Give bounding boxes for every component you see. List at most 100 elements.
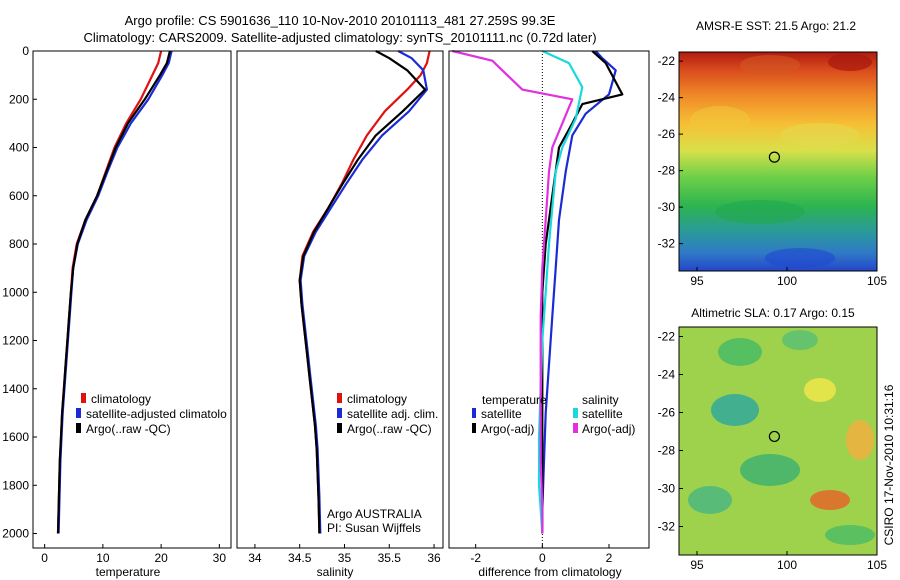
sla-blob (740, 454, 800, 486)
map-x-tick-label: 100 (777, 558, 797, 572)
series-line-salinity-satellite (537, 49, 584, 534)
map-y-tick-label: -32 (658, 237, 676, 251)
sst-blob (715, 200, 805, 224)
legend-label: Argo(..raw -QC) (86, 422, 171, 436)
legend-swatch-argo (76, 423, 81, 433)
legend-swatch-climatology (81, 393, 86, 403)
x-tick-label: 35 (338, 551, 352, 565)
y-tick-label: 600 (9, 189, 29, 203)
sst-blob (740, 55, 800, 75)
plot-frame (448, 50, 650, 549)
y-tick-label: 1800 (2, 478, 29, 492)
legend-label: satellite-adjusted climatolo (86, 407, 227, 421)
y-tick-label: 1200 (2, 334, 29, 348)
series-line-satellite-adj-clim (299, 50, 428, 534)
legend-swatch-satellite-adjusted (76, 408, 81, 418)
salinity-panel: 34 34.5 35 35.5 36 (236, 50, 444, 565)
y-tick-label: 400 (9, 141, 29, 155)
sst-blob (690, 106, 750, 134)
difference-panel: -2 0 2 (448, 49, 650, 565)
figure-title-line2: Climatology: CARS2009. Satellite-adjuste… (83, 30, 596, 45)
legend-label: satellite adj. clim. (347, 407, 438, 421)
sla-blob (810, 490, 850, 510)
legend-label: satellite (582, 407, 623, 421)
legend-label: satellite (481, 407, 522, 421)
legend-swatch-temp-argo (472, 423, 476, 433)
legend-label: climatology (347, 392, 407, 406)
difference-xlabel: difference from climatology (478, 565, 621, 579)
map-x-tick-label: 95 (690, 558, 704, 572)
y-tick-label: 0 (22, 44, 29, 58)
plot-frame (236, 50, 444, 549)
y-tick-label: 1600 (2, 430, 29, 444)
legend-swatch-sal-argo (573, 423, 578, 433)
map-y-tick-label: -30 (658, 200, 676, 214)
annotation-pi: PI: Susan Wijffels (327, 521, 421, 535)
sla-blob (804, 378, 836, 402)
map-x-tick-label: 100 (777, 274, 797, 288)
sst-map-axes: 95 100 105 -22 -24 -26 -28 -30 -32 (658, 54, 888, 288)
legend-group-salinity: salinity (582, 393, 619, 407)
legend-label: Argo(-adj) (582, 422, 635, 436)
map-x-tick-label: 105 (867, 274, 887, 288)
sla-blob (825, 525, 875, 545)
x-tick-label: 2 (606, 551, 613, 565)
x-tick-label: -2 (470, 551, 481, 565)
temperature-panel: 0 10 20 30 0 200 400 600 800 1000 1200 1400 1600 1800… (2, 44, 232, 565)
argo-position-marker (768, 430, 781, 443)
y-tick-label: 1400 (2, 382, 29, 396)
sst-blob (828, 53, 872, 71)
series-line-climatology (298, 50, 431, 534)
map-y-tick-label: -28 (658, 164, 676, 178)
map-y-tick-label: -30 (658, 482, 676, 496)
legend-swatch-satellite-adj (337, 408, 342, 418)
sla-blob (718, 338, 762, 366)
sla-field (679, 327, 877, 555)
sla-map-frame (678, 326, 878, 556)
legend-swatch-temp-satellite (472, 408, 476, 418)
sla-map-title: Altimetric SLA: 0.17 Argo: 0.15 (691, 306, 855, 320)
series-line-temperature-satellite (541, 50, 617, 534)
map-y-tick-label: -32 (658, 520, 676, 534)
x-tick-label: 36 (427, 551, 441, 565)
map-y-tick-label: -22 (658, 330, 676, 344)
x-tick-label: 20 (154, 551, 168, 565)
legend-group-temperature: temperature (482, 393, 547, 407)
temperature-legend: climatology satellite-adjusted climatolo… (76, 392, 227, 436)
figure-title-line1: Argo profile: CS 5901636_110 10-Nov-2010… (125, 13, 556, 28)
legend-swatch-argo (337, 423, 342, 433)
temperature-xlabel: temperature (96, 565, 161, 579)
legend-label: Argo(-adj) (481, 422, 534, 436)
legend-label: climatology (91, 392, 151, 406)
argo-position-marker (768, 151, 781, 163)
annotation-argo-australia: Argo AUSTRALIA (327, 507, 422, 521)
sst-map-frame (678, 51, 878, 272)
series-line-satellite-adjusted-climatology (57, 50, 173, 534)
sst-blob (765, 248, 835, 268)
y-tick-label: 2000 (2, 527, 29, 541)
map-y-tick-label: -24 (658, 368, 676, 382)
salinity-legend: climatology satellite adj. clim. Argo(..… (337, 392, 438, 436)
x-tick-label: 0 (41, 551, 48, 565)
map-x-tick-label: 95 (690, 274, 704, 288)
y-tick-label: 800 (9, 237, 29, 251)
map-x-tick-label: 105 (867, 558, 887, 572)
legend-swatch-sal-satellite (573, 408, 578, 418)
legend-swatch-climatology (337, 393, 342, 403)
series-line-salinity-argo-adj (452, 49, 574, 534)
sla-blob (711, 394, 759, 426)
salinity-xlabel: salinity (317, 565, 354, 579)
series-line-climatology (56, 50, 163, 534)
sla-blob (688, 486, 732, 514)
sla-blob (782, 330, 818, 350)
y-tick-label: 200 (9, 92, 29, 106)
legend-label: Argo(..raw -QC) (347, 422, 432, 436)
map-y-tick-label: -24 (658, 91, 676, 105)
map-y-tick-label: -26 (658, 406, 676, 420)
x-tick-label: 30 (213, 551, 227, 565)
difference-legend: temperature satellite Argo(-adj) salinit… (472, 393, 635, 436)
plot-frame (32, 50, 232, 549)
sla-map-axes: 95 100 105 -22 -24 -26 -28 -30 -32 (658, 330, 888, 573)
sst-blob (780, 123, 860, 147)
sst-map (678, 51, 878, 272)
